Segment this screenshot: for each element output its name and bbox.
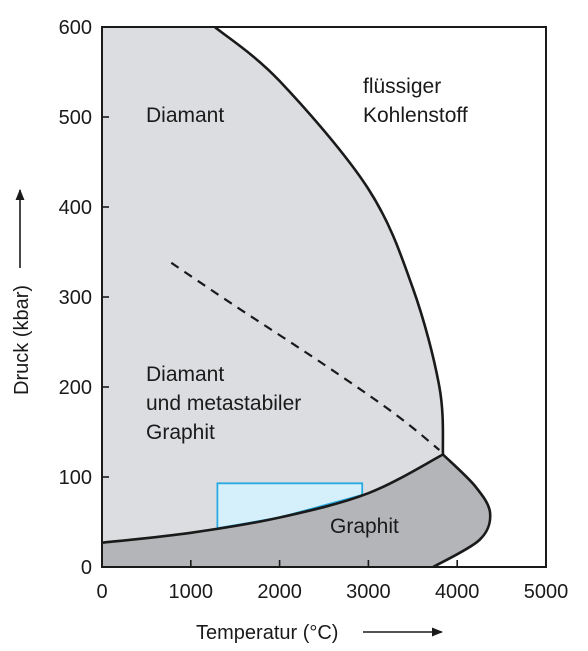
region-label-graphite: Graphit [330, 515, 399, 538]
region-label-diamond-metastable-graphite: Graphit [146, 421, 215, 444]
y-tick-label: 200 [59, 377, 92, 399]
y-tick-label: 500 [59, 107, 92, 129]
y-tick-label: 100 [59, 467, 92, 489]
x-tick-label: 0 [96, 581, 107, 603]
region-label-liquid: Kohlenstoff [363, 104, 468, 127]
x-tick-label: 4000 [435, 581, 480, 603]
x-tick-label: 2000 [257, 581, 302, 603]
region-label-diamond-metastable-graphite: Diamant [146, 363, 224, 386]
y-tick-label: 300 [59, 287, 92, 309]
x-tick-label: 3000 [346, 581, 391, 603]
y-tick-label: 0 [81, 557, 92, 579]
region-label-liquid: flüssiger [363, 75, 441, 98]
region-label-diamond-metastable-graphite: und metastabiler [146, 392, 301, 415]
y-axis-title: Druck (kbar) [11, 285, 33, 395]
y-tick-label: 400 [59, 197, 92, 219]
x-axis-title: Temperatur (°C) [196, 622, 338, 644]
x-tick-label: 1000 [169, 581, 214, 603]
x-tick-label: 5000 [524, 581, 569, 603]
region-label-diamond: Diamant [146, 104, 224, 127]
y-tick-label: 600 [59, 17, 92, 39]
